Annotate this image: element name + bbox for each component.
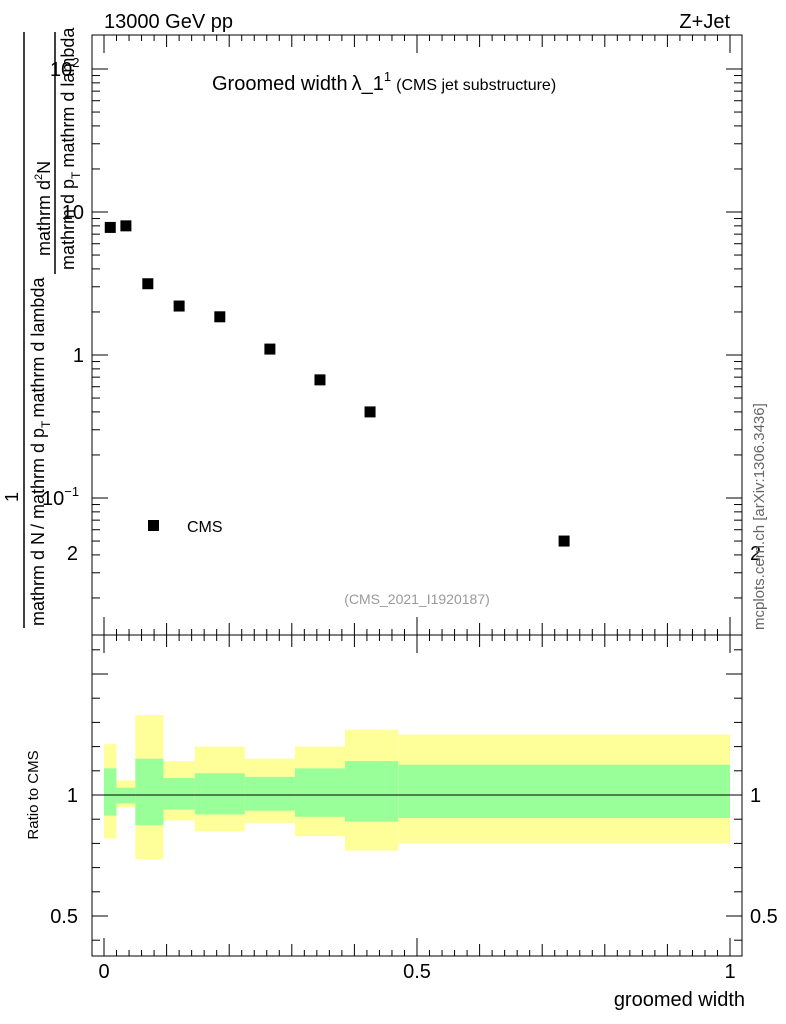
x-axis-label: groomed width xyxy=(614,989,745,1011)
data-point-5 xyxy=(264,343,276,355)
title-sup: 1 xyxy=(384,69,391,84)
ylabel-den-c: mathrm d lambda xyxy=(28,277,48,418)
legend-label: CMS xyxy=(187,519,223,536)
title-main: Groomed width xyxy=(212,73,348,95)
main-ytick-exp: 2 xyxy=(72,55,79,70)
ylabel-one: 1 xyxy=(2,492,22,502)
title-lambda: λ_1 xyxy=(352,73,384,95)
data-point-6 xyxy=(314,374,326,386)
main-ytick-base: 10 xyxy=(42,488,64,510)
inner-band-8 xyxy=(398,764,730,818)
ylabel-num-a: mathrm d xyxy=(34,180,54,256)
ratio-ytick-label-right-2: 0.5 xyxy=(750,906,778,928)
ratio-ytick-label-left-2: 0.5 xyxy=(50,906,78,928)
energy-label: 13000 GeV pp xyxy=(104,11,233,33)
ylabel-den-b: / mathrm d p xyxy=(28,428,48,529)
ratio-ytick-label-right-1: 1 xyxy=(750,785,761,807)
main-ytick-label-3: 10−1 xyxy=(42,484,79,510)
process-label: Z+Jet xyxy=(679,11,730,33)
ratio-ytick-label-left-0: 2 xyxy=(67,543,78,565)
ylabel-den: mathrm d N / mathrm d pTmathrm d lambda xyxy=(28,277,53,626)
x-tick-labels: 0 0.5 1 xyxy=(98,961,735,983)
inner-band-6 xyxy=(294,768,346,817)
ylabel-top-num: mathrm d2N xyxy=(33,161,54,256)
ratio-ytick-label-left-1: 1 xyxy=(67,785,78,807)
main-ytick-base: 1 xyxy=(73,345,84,367)
ratio-ytick-label-right-0: 2 xyxy=(750,543,761,565)
x-tick-label-2: 1 xyxy=(724,961,735,983)
analysis-id: (CMS_2021_I1920187) xyxy=(344,591,490,607)
inner-band-0 xyxy=(104,768,117,816)
data-point-0 xyxy=(104,221,116,233)
side-label: mcplots.cern.ch [arXiv:1306.3436] xyxy=(751,403,768,630)
data-point-8 xyxy=(558,535,570,547)
x-axis-ticks xyxy=(103,35,731,956)
ratio-bands xyxy=(104,715,730,860)
data-point-4 xyxy=(214,311,226,323)
data-point-2 xyxy=(142,278,154,290)
ratio-axis-ticks xyxy=(92,649,742,941)
data-point-7 xyxy=(364,406,376,418)
main-ytick-exp: −1 xyxy=(64,484,79,499)
ratio-y-tick-labels: 2 2 1 1 0.5 0.5 xyxy=(50,543,778,928)
inner-band-5 xyxy=(244,776,295,811)
main-ytick-label-1: 10 xyxy=(62,202,84,224)
ylabel-t: T xyxy=(69,171,83,179)
data-point-1 xyxy=(120,220,132,232)
main-axis-ticks xyxy=(92,68,742,599)
x-tick-label-0: 0 xyxy=(98,961,109,983)
ylabel-sup: 2 xyxy=(33,174,45,180)
ylabel-den-a: mathrm d N xyxy=(28,532,48,626)
data-point-3 xyxy=(173,300,185,312)
inner-band-4 xyxy=(194,773,245,815)
main-panel-frame xyxy=(91,34,743,636)
x-tick-label-1: 0.5 xyxy=(403,961,431,983)
title-sub: (CMS jet substructure) xyxy=(396,77,556,94)
inner-band-7 xyxy=(345,761,399,822)
chart-title: Groomed width λ_11 (CMS jet substructure) xyxy=(212,69,556,95)
inner-band-1 xyxy=(116,787,136,804)
main-y-axis-label: mathrm d2N mathrm d pTmathrm d lambda 1 … xyxy=(2,27,83,628)
ylabel-top-den: mathrm d pTmathrm d lambda xyxy=(58,27,83,270)
main-ytick-label-2: 1 xyxy=(73,345,84,367)
ylabel-num-c: mathrm d p xyxy=(58,179,78,270)
ylabel-t2: T xyxy=(39,420,53,428)
inner-band-2 xyxy=(135,758,164,826)
ylabel-num-b: N xyxy=(34,161,54,174)
ylabel-num-d: mathrm d lambda xyxy=(58,27,78,168)
ratio-y-axis-label: Ratio to CMS xyxy=(25,750,42,839)
legend-marker xyxy=(148,520,159,531)
main-ytick-base: 10 xyxy=(62,202,84,224)
data-markers xyxy=(104,220,570,547)
inner-band-3 xyxy=(163,778,195,810)
